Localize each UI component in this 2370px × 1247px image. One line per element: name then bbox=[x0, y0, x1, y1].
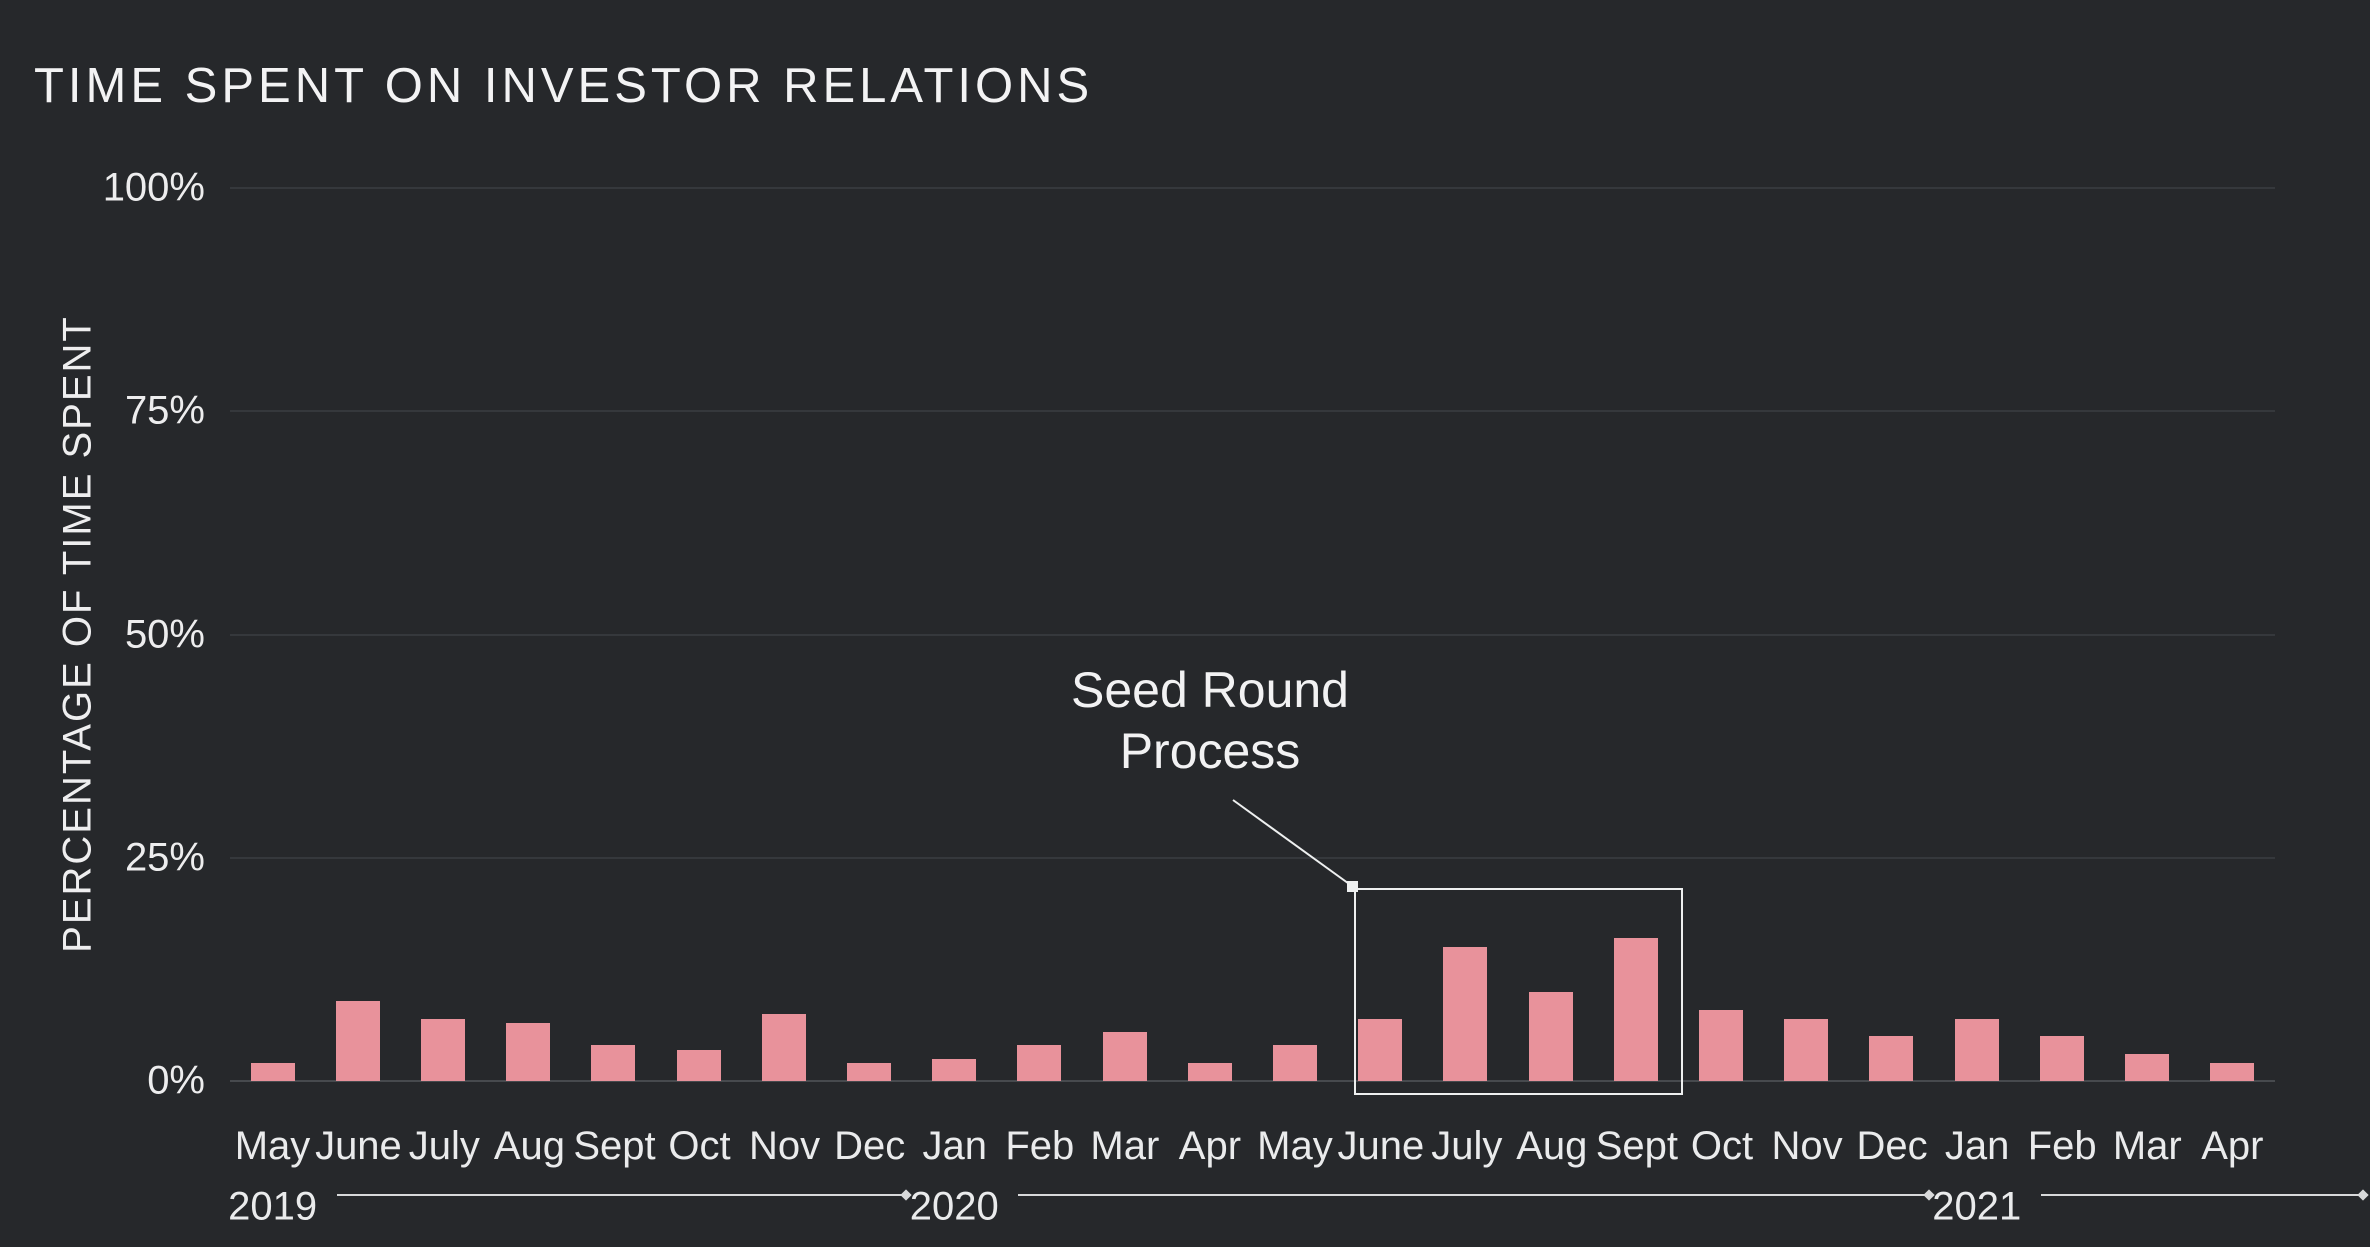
bar-slot bbox=[2019, 188, 2104, 1081]
bar-slot bbox=[486, 188, 571, 1081]
bar-slot bbox=[1764, 188, 1849, 1081]
bar-dec-7 bbox=[847, 1063, 892, 1081]
bar-may-12 bbox=[1273, 1045, 1318, 1081]
bar-feb-9 bbox=[1017, 1045, 1062, 1081]
y-tick-100: 100% bbox=[102, 165, 205, 210]
bar-apr-23 bbox=[2210, 1063, 2255, 1081]
bar-june-1 bbox=[335, 1000, 380, 1081]
y-tick-0: 0% bbox=[147, 1058, 205, 1103]
bar-oct-17 bbox=[1699, 1009, 1744, 1081]
gridline-75 bbox=[230, 410, 2275, 413]
bar-slot bbox=[826, 188, 911, 1081]
bar-nov-18 bbox=[1784, 1018, 1829, 1081]
bar-slot bbox=[571, 188, 656, 1081]
annotation-highlight-box bbox=[1354, 888, 1683, 1095]
bar-apr-11 bbox=[1187, 1063, 1232, 1081]
annotation-label-line1: Seed Round bbox=[1070, 662, 1349, 718]
y-tick-75: 75% bbox=[124, 388, 205, 433]
x-tick-month: May bbox=[234, 1123, 311, 1168]
gridline-100 bbox=[230, 187, 2275, 189]
bar-slot bbox=[1252, 188, 1337, 1081]
y-tick-50: 50% bbox=[124, 612, 205, 656]
bar-feb-21 bbox=[2039, 1036, 2084, 1081]
x-tick-month: May bbox=[1257, 1123, 1333, 1168]
x-tick-month: Mar bbox=[1090, 1123, 1160, 1168]
bar-sept-4 bbox=[591, 1045, 636, 1081]
bar-slot bbox=[400, 188, 485, 1081]
year-span-line-2020 bbox=[1018, 1189, 1935, 1201]
bar-aug-3 bbox=[506, 1022, 551, 1081]
bar-mar-22 bbox=[2125, 1054, 2170, 1081]
gridline-50 bbox=[230, 633, 2275, 636]
bar-slot bbox=[1593, 188, 1678, 1081]
x-tick-month: Jan bbox=[1944, 1123, 2010, 1168]
bar-may-0 bbox=[250, 1063, 295, 1081]
bar-jan-8 bbox=[932, 1058, 977, 1081]
annotation-label-line2: Process bbox=[1119, 723, 1301, 779]
bar-nov-6 bbox=[761, 1014, 806, 1081]
bar-slot bbox=[230, 188, 315, 1081]
bar-slot bbox=[1167, 188, 1252, 1081]
bar-slot bbox=[315, 188, 400, 1081]
x-tick-month: Feb bbox=[1005, 1123, 1075, 1168]
bar-slot bbox=[1423, 188, 1508, 1081]
bar-slot bbox=[2104, 188, 2189, 1081]
bar-oct-5 bbox=[676, 1049, 721, 1081]
bar-dec-19 bbox=[1869, 1036, 1914, 1081]
x-tick-month: June bbox=[1337, 1123, 1425, 1168]
bar-june-13 bbox=[1358, 1018, 1403, 1081]
year-span-line-2021 bbox=[2040, 1189, 2369, 1201]
x-tick-month: July bbox=[408, 1123, 480, 1168]
bar-slot bbox=[1508, 188, 1593, 1081]
bar-slot bbox=[1082, 188, 1167, 1081]
year-label-2019: 2019 bbox=[228, 1184, 318, 1229]
x-axis-year-labels: 2019 2020 2021 bbox=[228, 1178, 2369, 1236]
bar-jan-20 bbox=[1954, 1018, 1999, 1081]
year-label-2021: 2021 bbox=[1932, 1184, 2022, 1229]
x-tick-month: Oct bbox=[1690, 1123, 1754, 1168]
year-label-2020: 2020 bbox=[909, 1184, 999, 1229]
x-tick-month: Dec bbox=[834, 1123, 906, 1168]
x-tick-month: July bbox=[1431, 1123, 1503, 1168]
bar-slot bbox=[997, 188, 1082, 1081]
bar-july-2 bbox=[421, 1018, 465, 1081]
y-axis-tick-labels: 100% 75% 50% 25% 0% bbox=[0, 166, 205, 1103]
bar-slot bbox=[912, 188, 997, 1081]
annotation-label: Seed Round Process bbox=[935, 660, 1485, 782]
x-tick-month: Nov bbox=[1771, 1123, 1843, 1168]
year-line-end-marker bbox=[2357, 1189, 2369, 1201]
bar-slot bbox=[1338, 188, 1423, 1081]
x-tick-month: Aug bbox=[1516, 1123, 1588, 1168]
year-span-line-2019 bbox=[336, 1189, 912, 1201]
bar-slot bbox=[741, 188, 826, 1081]
bar-aug-15 bbox=[1528, 991, 1573, 1081]
bar-slot bbox=[2190, 188, 2275, 1081]
bar-slot bbox=[656, 188, 741, 1081]
x-tick-month: Aug bbox=[493, 1123, 565, 1168]
x-tick-month: Sept bbox=[1595, 1123, 1679, 1168]
bar-july-14 bbox=[1443, 947, 1488, 1081]
x-tick-month: Sept bbox=[573, 1123, 656, 1168]
bar-slot bbox=[1678, 188, 1763, 1081]
x-tick-month: Jan bbox=[922, 1123, 987, 1168]
x-tick-month: Mar bbox=[2112, 1123, 2182, 1168]
bar-series bbox=[230, 188, 2275, 1081]
bar-sept-16 bbox=[1613, 938, 1658, 1081]
gridline-0 bbox=[230, 1080, 2275, 1082]
x-axis-month-labels: May June July Aug Sept Oct Nov Dec Jan Feb Mar Apr M… bbox=[230, 1118, 2275, 1174]
bar-slot bbox=[1849, 188, 1934, 1081]
x-tick-month: Nov bbox=[749, 1123, 821, 1168]
x-tick-month: Feb bbox=[2027, 1123, 2097, 1168]
x-tick-month: Dec bbox=[1856, 1123, 1928, 1168]
x-tick-month: Apr bbox=[1178, 1123, 1242, 1168]
bar-mar-10 bbox=[1102, 1031, 1147, 1081]
x-tick-month: Oct bbox=[668, 1123, 731, 1168]
x-tick-month: June bbox=[315, 1123, 402, 1168]
chart-title: TIME SPENT ON INVESTOR RELATIONS bbox=[34, 59, 1094, 113]
bar-slot bbox=[1934, 188, 2019, 1081]
y-tick-25: 25% bbox=[124, 835, 205, 880]
x-tick-month: Apr bbox=[2201, 1123, 2264, 1168]
